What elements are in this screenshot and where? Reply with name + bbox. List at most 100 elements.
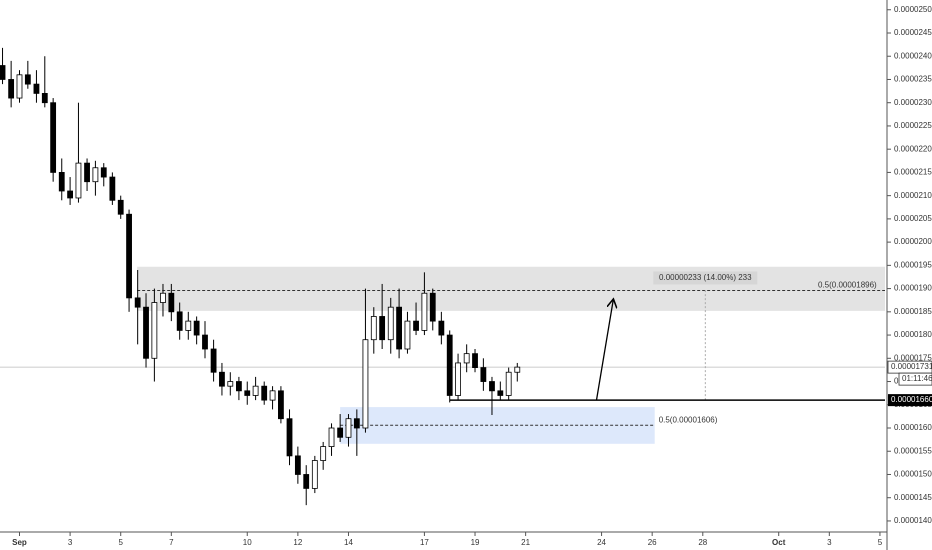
- candle-body: [41, 93, 48, 104]
- candle: [294, 446, 301, 484]
- y-tick-label: 0.00002500: [894, 5, 932, 14]
- candle: [24, 60, 31, 89]
- candle: [58, 158, 65, 201]
- candle: [497, 381, 504, 401]
- candle-body: [429, 292, 436, 322]
- candle-body: [202, 334, 208, 350]
- candle-body: [261, 385, 268, 401]
- x-tick-label: 21: [521, 538, 530, 547]
- candle: [67, 177, 74, 205]
- measure-box: [653, 271, 758, 285]
- candle-body: [84, 162, 90, 183]
- candle: [387, 297, 394, 354]
- x-tick-label: 7: [169, 538, 174, 547]
- candle-body: [244, 390, 251, 396]
- candle: [269, 386, 276, 410]
- candle: [480, 358, 487, 391]
- candle: [160, 283, 166, 317]
- candle-body: [472, 353, 478, 368]
- candle-body: [134, 297, 141, 308]
- x-tick-label: 10: [243, 538, 252, 547]
- candle: [185, 311, 192, 340]
- candle: [353, 409, 360, 456]
- candle-body: [387, 306, 394, 341]
- x-tick-label: 19: [471, 538, 480, 547]
- candle-body: [143, 306, 149, 359]
- candle: [362, 288, 369, 433]
- candle-body: [278, 390, 284, 420]
- candle-body: [151, 302, 158, 359]
- candle: [396, 288, 402, 359]
- candle-body: [396, 306, 402, 350]
- candle-body: [8, 79, 15, 99]
- candle: [320, 441, 327, 470]
- candle: [227, 372, 234, 396]
- x-tick-label: 28: [698, 538, 707, 547]
- candle: [0, 47, 6, 85]
- x-tick-label: 24: [597, 538, 606, 547]
- candle: [50, 98, 57, 182]
- candle-body: [362, 339, 369, 429]
- candle: [505, 367, 512, 401]
- candle: [210, 339, 217, 382]
- candle: [446, 330, 453, 403]
- candle-body: [75, 162, 82, 199]
- candle-body: [109, 176, 116, 201]
- candle: [311, 455, 318, 494]
- level-tag: [888, 394, 932, 407]
- candle-body: [210, 348, 217, 373]
- candle-body: [294, 455, 301, 475]
- candle-body: [480, 367, 487, 382]
- candle-body: [50, 102, 57, 173]
- candle: [345, 414, 352, 447]
- candle-body: [0, 65, 6, 80]
- candle-body: [33, 83, 40, 94]
- candle-body: [100, 167, 107, 178]
- x-tick-label: Oct: [772, 538, 786, 547]
- candle: [143, 293, 149, 368]
- candle-body: [345, 418, 352, 438]
- candle: [151, 288, 158, 382]
- zone: [137, 266, 885, 311]
- x-tick-label: 14: [344, 538, 353, 547]
- candle-body: [379, 316, 386, 341]
- candle-body: [413, 320, 419, 331]
- candle-body: [92, 167, 99, 183]
- candle-body: [320, 446, 327, 461]
- candle: [244, 381, 251, 405]
- candle-body: [16, 74, 23, 99]
- candle-body: [497, 390, 504, 396]
- candle: [236, 376, 242, 401]
- candle-body: [438, 320, 445, 336]
- candle-body: [514, 366, 521, 373]
- candle: [117, 195, 124, 219]
- candle-body: [455, 362, 461, 396]
- candle: [379, 283, 386, 350]
- zone-label: 0.5(0.00001606): [659, 415, 718, 424]
- candle-body: [193, 320, 200, 336]
- candle-body: [160, 292, 166, 303]
- candle-body: [311, 460, 318, 489]
- candle: [303, 465, 310, 506]
- candle: [193, 316, 200, 345]
- x-tick-label: 12: [293, 538, 302, 547]
- candle: [84, 158, 90, 191]
